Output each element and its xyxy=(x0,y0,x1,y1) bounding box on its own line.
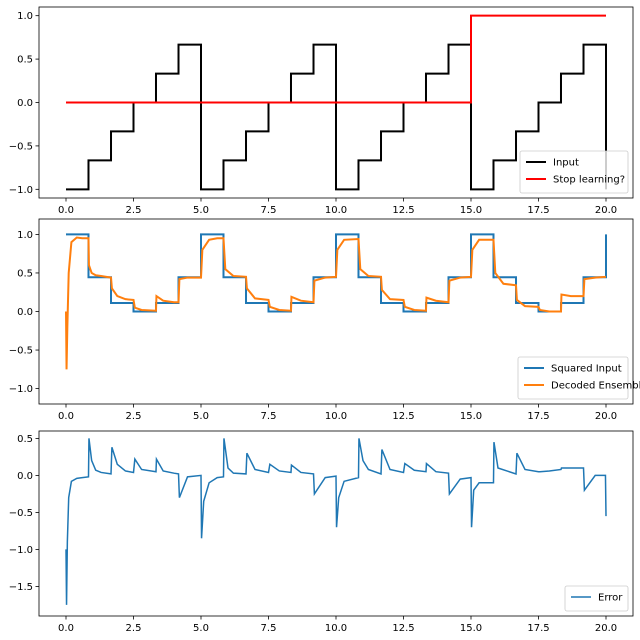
legend-label: Stop learning? xyxy=(553,175,625,186)
y-tick-label: 0.0 xyxy=(17,307,33,318)
x-tick-label: 17.5 xyxy=(527,205,549,216)
y-tick-label: 0.5 xyxy=(17,268,33,279)
y-tick-label: 1.0 xyxy=(17,230,33,241)
x-tick-label: 7.5 xyxy=(261,205,277,216)
legend-label: Input xyxy=(553,158,579,169)
legend-label: Error xyxy=(598,593,623,604)
x-tick-label: 15.0 xyxy=(460,411,482,422)
x-tick-label: 5.0 xyxy=(193,205,209,216)
x-tick-label: 2.5 xyxy=(126,205,142,216)
x-tick-label: 20.0 xyxy=(595,623,617,634)
x-tick-label: 10.0 xyxy=(325,205,347,216)
x-tick-label: 0.0 xyxy=(58,205,74,216)
legend-box xyxy=(517,356,629,400)
series-line-1 xyxy=(66,43,607,191)
y-tick-label: −1.0 xyxy=(9,185,33,196)
charts-layer: 0.0 2.5 5.0 7.5 10.0 12.5 15.0 17.5 20.0 −1.0 −0.5… xyxy=(9,6,640,634)
y-tick-label: 0.0 xyxy=(17,98,33,109)
y-tick-label: −0.5 xyxy=(9,346,33,357)
subplot-3: 0.0 2.5 5.0 7.5 10.0 12.5 15.0 17.5 20.0 −1.5 −1.0… xyxy=(9,430,634,634)
x-tick-label: 12.5 xyxy=(392,205,414,216)
x-tick-label: 10.0 xyxy=(325,411,347,422)
legend: Input Stop learning? xyxy=(519,150,629,194)
x-tick-label: 5.0 xyxy=(193,623,209,634)
subplot-2: 0.0 2.5 5.0 7.5 10.0 12.5 15.0 17.5 20.0 −1.0 −0.5… xyxy=(9,218,640,422)
x-tick-label: 12.5 xyxy=(392,411,414,422)
y-tick-label: 0.0 xyxy=(17,471,33,482)
y-tick-label: 0.5 xyxy=(17,434,33,445)
x-tick-label: 7.5 xyxy=(261,411,277,422)
legend-label: Decoded Ensemble A2 xyxy=(551,379,640,392)
y-tick-label: −0.5 xyxy=(9,141,33,152)
y-tick-label: −1.5 xyxy=(9,582,33,593)
x-tick-label: 15.0 xyxy=(460,205,482,216)
legend-label: Squared Input xyxy=(551,364,622,375)
y-tick-label: −0.5 xyxy=(9,508,33,519)
legend: Squared Input Decoded Ensemble A2 xyxy=(517,356,640,400)
legend-box xyxy=(519,150,629,194)
legend-box xyxy=(564,585,629,612)
x-tick-label: 0.0 xyxy=(58,411,74,422)
series-line-2 xyxy=(65,236,607,370)
y-tick-label: −1.0 xyxy=(9,545,33,556)
x-tick-label: 7.5 xyxy=(261,623,277,634)
series-line-1 xyxy=(65,438,607,605)
x-tick-label: 17.5 xyxy=(527,623,549,634)
legend: Error xyxy=(564,585,629,612)
y-tick-label: 0.5 xyxy=(17,55,33,66)
x-tick-label: 5.0 xyxy=(193,411,209,422)
x-tick-label: 0.0 xyxy=(58,623,74,634)
x-tick-label: 2.5 xyxy=(126,411,142,422)
x-tick-label: 2.5 xyxy=(126,623,142,634)
x-tick-label: 20.0 xyxy=(595,411,617,422)
y-tick-label: −1.0 xyxy=(9,384,33,395)
x-tick-label: 12.5 xyxy=(392,623,414,634)
y-tick-label: 1.0 xyxy=(17,11,33,22)
series-line-2 xyxy=(66,14,606,104)
subplot-1: 0.0 2.5 5.0 7.5 10.0 12.5 15.0 17.5 20.0 −1.0 −0.5… xyxy=(9,6,634,216)
x-tick-label: 20.0 xyxy=(595,205,617,216)
x-tick-label: 17.5 xyxy=(527,411,549,422)
x-tick-label: 15.0 xyxy=(460,623,482,634)
x-tick-label: 10.0 xyxy=(325,623,347,634)
